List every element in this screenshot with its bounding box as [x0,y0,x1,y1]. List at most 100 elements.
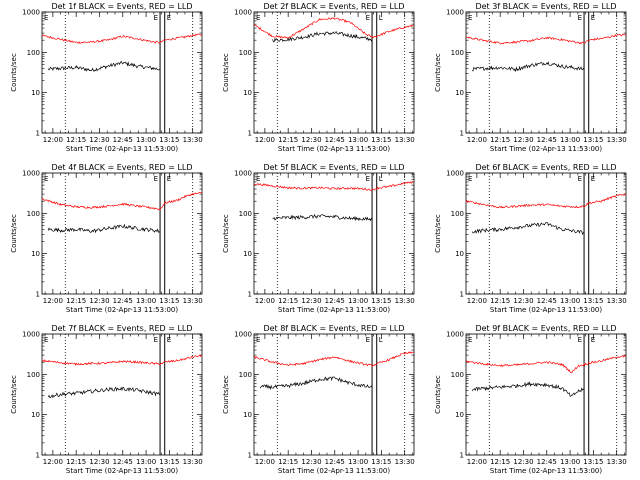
interval-marker: E [44,175,48,183]
y-axis-label: Counts/sec [222,53,230,92]
y-tick-label: 10 [31,250,40,258]
interval-marker: E [468,336,472,344]
x-axis-label: Start Time (02-Apr-13 11:53:00) [490,145,602,153]
y-tick-label: 1 [460,291,464,299]
x-tick-label: 13:15 [583,136,603,144]
y-axis-label: Counts/sec [434,375,442,414]
y-tick-label: 1000 [446,331,464,339]
y-axis-label: Counts/sec [10,214,18,253]
y-tick-label: 100 [451,210,464,218]
events-series-line [272,31,373,43]
plot-frame [465,172,627,295]
plot-frame [465,333,627,456]
x-axis-label: Start Time (02-Apr-13 11:53:00) [66,467,178,475]
x-axis-label: Start Time (02-Apr-13 11:53:00) [278,467,390,475]
y-tick-label: 1 [248,291,252,299]
x-tick-label: 12:15 [278,297,298,305]
chart-title: Det 4f BLACK = Events, RED = LLD [51,163,192,172]
x-tick-label: 13:30 [607,136,627,144]
x-tick-label: 13:00 [560,136,580,144]
x-tick-label: 12:45 [537,297,557,305]
lld-series-line [465,33,627,45]
x-tick-label: 12:45 [113,136,133,144]
chart-title: Det 7f BLACK = Events, RED = LLD [51,324,192,333]
y-axis-label: Counts/sec [434,53,442,92]
interval-marker: E [44,14,48,22]
y-tick-label: 100 [451,49,464,57]
y-tick-label: 1 [248,130,252,138]
chart-title: Det 2f BLACK = Events, RED = LLD [263,2,404,11]
y-axis-label: Counts/sec [222,214,230,253]
events-series-line [272,213,373,222]
x-tick-label: 12:45 [113,297,133,305]
chart-panel: Det 9f BLACK = Events, RED = LLD 1 10 100 10… [434,324,627,475]
x-axis-label: Start Time (02-Apr-13 11:53:00) [490,306,602,314]
y-tick-label: 1 [36,291,40,299]
x-tick-label: 12:15 [278,458,298,466]
interval-marker: E [578,175,582,183]
y-tick-label: 1000 [22,331,40,339]
interval-marker: E [44,336,48,344]
x-tick-label: 12:15 [66,136,86,144]
interval-marker: E [256,336,260,344]
chart-title: Det 8f BLACK = Events, RED = LLD [263,324,404,333]
x-tick-label: 12:15 [490,458,510,466]
x-tick-label: 13:15 [159,297,179,305]
x-tick-label: 12:45 [325,136,345,144]
x-tick-label: 13:15 [159,458,179,466]
x-tick-label: 13:00 [348,297,368,305]
chart-title: Det 3f BLACK = Events, RED = LLD [475,2,616,11]
y-tick-label: 1000 [234,9,252,17]
y-tick-label: 10 [31,411,40,419]
x-tick-label: 12:00 [43,458,63,466]
y-tick-label: 1000 [446,9,464,17]
interval-marker: E [167,175,171,183]
x-tick-label: 12:30 [301,297,321,305]
x-tick-label: 12:15 [66,458,86,466]
x-tick-label: 12:30 [513,458,533,466]
x-tick-label: 12:45 [113,458,133,466]
interval-marker: E [468,14,472,22]
events-series-line [259,376,373,391]
x-tick-label: 13:00 [136,136,156,144]
x-tick-label: 13:30 [183,458,203,466]
plot-frame [41,172,203,295]
y-tick-label: 10 [243,411,252,419]
interval-marker: E [366,175,370,183]
y-axis-label: Counts/sec [434,214,442,253]
y-tick-label: 1 [460,452,464,460]
lld-series-line [253,180,415,192]
chart-title: Det 1f BLACK = Events, RED = LLD [51,2,192,11]
x-tick-label: 12:45 [537,458,557,466]
chart-panel: Det 2f BLACK = Events, RED = LLD 1 10 100 10… [222,2,415,153]
x-tick-label: 13:00 [136,458,156,466]
lld-series-line [253,17,415,39]
lld-series-line [465,355,627,374]
interval-marker: E [578,14,582,22]
events-series-line [471,61,585,73]
interval-marker: E [154,175,158,183]
plot-frame [41,333,203,456]
x-tick-label: 12:30 [513,136,533,144]
y-tick-label: 1 [36,130,40,138]
interval-marker: E [366,336,370,344]
interval-marker: E [256,175,260,183]
chart-panel: Det 5f BLACK = Events, RED = LLD 1 10 100 10… [222,163,415,314]
y-axis-label: Counts/sec [10,375,18,414]
x-tick-label: 12:00 [43,136,63,144]
interval-marker: E [366,14,370,22]
chart-panel: Det 4f BLACK = Events, RED = LLD 1 10 100 10… [10,163,203,314]
x-tick-label: 13:30 [395,136,415,144]
x-tick-label: 12:30 [513,297,533,305]
y-tick-label: 10 [455,411,464,419]
y-tick-label: 100 [27,371,40,379]
interval-marker: E [256,14,260,22]
x-tick-label: 12:00 [467,136,487,144]
interval-marker: E [468,175,472,183]
chart-panel: Det 1f BLACK = Events, RED = LLD 1 10 100 10… [10,2,203,153]
x-axis-label: Start Time (02-Apr-13 11:53:00) [66,306,178,314]
x-axis-label: Start Time (02-Apr-13 11:53:00) [278,145,390,153]
x-tick-label: 13:00 [348,458,368,466]
x-tick-label: 12:00 [467,458,487,466]
